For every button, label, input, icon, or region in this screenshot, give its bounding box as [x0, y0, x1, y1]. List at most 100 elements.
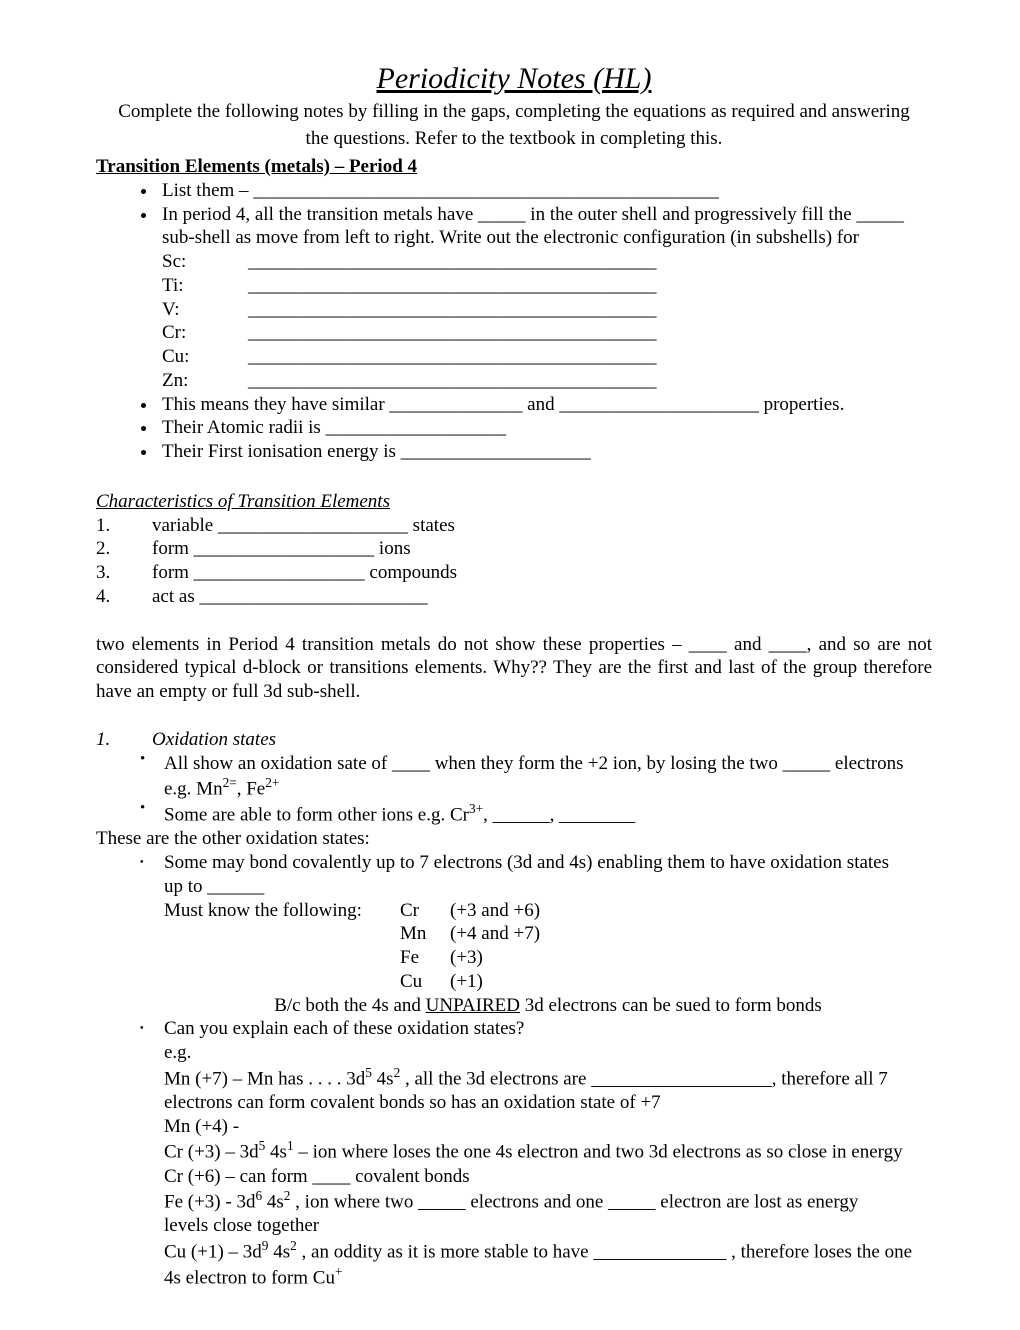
element-symbol: Mn: [400, 922, 450, 946]
text-fragment: 4s: [265, 1142, 287, 1163]
element-label: Sc:: [162, 250, 248, 274]
document-page: Periodicity Notes (HL) Complete the foll…: [0, 0, 1020, 1330]
element-label: V:: [162, 298, 248, 322]
blank-line: ________________________________________…: [248, 321, 657, 345]
text-line: Can you explain each of these oxidation …: [164, 1017, 932, 1041]
oxidation-states: (+4 and +7): [450, 922, 540, 946]
blank-line: ________________________________________…: [248, 369, 657, 393]
paragraph: two elements in Period 4 transition meta…: [96, 633, 932, 704]
superscript: 2: [290, 1238, 297, 1253]
text-fragment: 4s: [268, 1241, 290, 1262]
bullet-list-item: Their First ionisation energy is _______…: [158, 440, 932, 464]
config-row: Cu:_____________________________________…: [162, 345, 932, 369]
config-row: Sc:_____________________________________…: [162, 250, 932, 274]
list-number: 3.: [96, 561, 152, 585]
text-fragment: 3d electrons can be sued to form bonds: [520, 995, 822, 1016]
text-line: 4s electron to form Cu+: [164, 1264, 932, 1290]
text-line: Fe (+3) - 3d6 4s2 , ion where two _____ …: [164, 1188, 932, 1214]
bullet-list-item: Some are able to form other ions e.g. Cr…: [158, 801, 932, 827]
element-symbol: Fe: [400, 946, 450, 970]
config-row: Ti:_____________________________________…: [162, 274, 932, 298]
oxidation-states: (+1): [450, 970, 483, 994]
oxidation-heading: 1.Oxidation states: [96, 728, 932, 752]
element-label: Ti:: [162, 274, 248, 298]
element-label: Cr:: [162, 321, 248, 345]
bullet-list-item: List them – ____________________________…: [158, 179, 932, 203]
blank-line: ________________________________________…: [248, 250, 657, 274]
text-line: Mn (+7) – Mn has . . . . 3d5 4s2 , all t…: [164, 1065, 932, 1091]
page-title: Periodicity Notes (HL): [96, 60, 932, 98]
text-fragment: List them –: [162, 180, 253, 201]
bullet-list-item: Some may bond covalently up to 7 electro…: [158, 851, 932, 1017]
blank-line: ________________________________________…: [248, 274, 657, 298]
bullet-list-item: Their Atomic radii is __________________…: [158, 416, 932, 440]
list-text: form __________________ compounds: [152, 561, 457, 585]
list-number: 1.: [96, 514, 152, 538]
bullet-list-item: In period 4, all the transition metals h…: [158, 203, 932, 393]
text-fragment: , ion where two _____ electrons and one …: [290, 1192, 858, 1213]
text-fragment: , all the 3d electrons are _____________…: [400, 1068, 888, 1089]
text-line: Cu (+1) – 3d9 4s2 , an oddity as it is m…: [164, 1238, 932, 1264]
text-line: electrons can form covalent bonds so has…: [164, 1091, 932, 1115]
list-text: variable ____________________ states: [152, 514, 455, 538]
text-fragment: Fe (+3) - 3d: [164, 1192, 255, 1213]
text-fragment: Some are able to form other ions e.g. Cr: [164, 805, 469, 826]
blank-line: ________________________________________…: [248, 345, 657, 369]
intro-line-1: Complete the following notes by filling …: [96, 100, 932, 124]
bullet-list-item: Can you explain each of these oxidation …: [158, 1017, 932, 1290]
list-item: 2.form ___________________ ions: [96, 537, 932, 561]
must-know-row: Fe(+3): [164, 946, 932, 970]
text-fragment: Cr (+3) – 3d: [164, 1142, 259, 1163]
intro-line-2: the questions. Refer to the textbook in …: [96, 127, 932, 151]
config-row: Cr:_____________________________________…: [162, 321, 932, 345]
text-fragment: Mn (+7) – Mn has . . . . 3d: [164, 1068, 365, 1089]
heading-text: Oxidation states: [152, 729, 276, 750]
characteristics-list: 1.variable ____________________ states 2…: [96, 514, 932, 609]
blank-line: ________________________________________…: [253, 180, 719, 201]
text-line: These are the other oxidation states:: [96, 827, 932, 851]
must-know-lead: Must know the following:: [164, 899, 400, 923]
text-line: e.g.: [164, 1041, 932, 1065]
text-fragment: , an oddity as it is more stable to have…: [297, 1241, 912, 1262]
element-label: Zn:: [162, 369, 248, 393]
sub-heading-characteristics: Characteristics of Transition Elements: [96, 490, 932, 514]
text-line: e.g. Mn2=, Fe2+: [164, 775, 932, 801]
superscript: +: [335, 1264, 343, 1279]
text-line-centered: B/c both the 4s and UNPAIRED 3d electron…: [164, 994, 932, 1018]
section-heading: Transition Elements (metals) – Period 4: [96, 155, 932, 179]
config-row: V:______________________________________…: [162, 298, 932, 322]
text-fragment: e.g. Mn: [164, 779, 223, 800]
bullet-list-item: All show an oxidation sate of ____ when …: [158, 752, 932, 802]
text-line: up to ______: [164, 875, 932, 899]
list-item: 3.form __________________ compounds: [96, 561, 932, 585]
oxidation-bullets-2: Some may bond covalently up to 7 electro…: [96, 851, 932, 1290]
text-fragment: , ______, ________: [483, 805, 635, 826]
list-item: 4.act as ________________________: [96, 585, 932, 609]
list-text: act as ________________________: [152, 585, 427, 609]
heading-number: 1.: [96, 728, 152, 752]
config-row: Zn:_____________________________________…: [162, 369, 932, 393]
superscript: 3+: [469, 801, 483, 816]
oxidation-states: (+3 and +6): [450, 899, 540, 923]
bullet-list-main: List them – ____________________________…: [96, 179, 932, 464]
text-fragment: 4s: [372, 1068, 394, 1089]
list-text: form ___________________ ions: [152, 537, 411, 561]
spacer: [164, 922, 400, 946]
text-line: Cr (+6) – can form ____ covalent bonds: [164, 1165, 932, 1189]
text-line: sub-shell as move from left to right. Wr…: [162, 226, 932, 250]
spacer: [164, 946, 400, 970]
text-fragment: , Fe: [237, 779, 266, 800]
text-fragment: Cu (+1) – 3d: [164, 1241, 262, 1262]
superscript: 2=: [223, 775, 237, 790]
oxidation-bullets-1: All show an oxidation sate of ____ when …: [96, 752, 932, 828]
blank-line: ________________________________________…: [248, 298, 657, 322]
text-line: In period 4, all the transition metals h…: [162, 203, 932, 227]
element-symbol: Cr: [400, 899, 450, 923]
text-fragment: B/c both the 4s and: [274, 995, 425, 1016]
text-line: Mn (+4) -: [164, 1115, 932, 1139]
electron-config-block: Sc:_____________________________________…: [162, 250, 932, 393]
text-fragment: 4s electron to form Cu: [164, 1268, 335, 1289]
must-know-row: Cu(+1): [164, 970, 932, 994]
text-fragment: 4s: [262, 1192, 284, 1213]
oxidation-states: (+3): [450, 946, 483, 970]
